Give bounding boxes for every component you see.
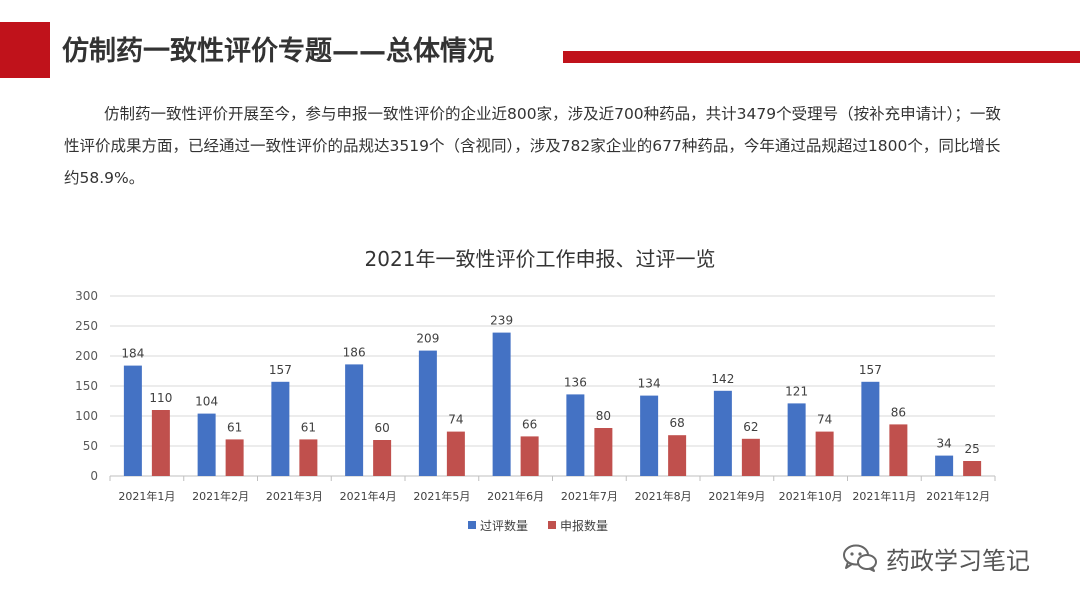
- data-label: 86: [891, 405, 906, 419]
- chart-gridlines: [109, 295, 996, 481]
- chart-bars: [123, 332, 982, 476]
- bar-apply: [225, 439, 244, 476]
- data-label: 136: [564, 375, 587, 389]
- y-tick-label: 300: [75, 289, 98, 303]
- x-category-label: 2021年10月: [779, 489, 843, 503]
- y-tick-label: 150: [75, 379, 98, 393]
- bar-apply: [520, 436, 539, 476]
- bar-pass: [418, 350, 437, 476]
- data-label: 80: [596, 409, 611, 423]
- bar-pass: [861, 381, 880, 476]
- x-category-label: 2021年4月: [340, 489, 397, 503]
- data-label: 157: [269, 363, 292, 377]
- data-label: 61: [301, 420, 316, 434]
- bar-pass: [640, 395, 659, 476]
- y-tick-label: 100: [75, 409, 98, 423]
- legend-swatch: [548, 521, 556, 529]
- x-category-label: 2021年7月: [561, 489, 618, 503]
- bar-pass: [713, 390, 732, 476]
- title-rule: [563, 51, 1080, 63]
- data-label: 110: [149, 391, 172, 405]
- intro-paragraph: 仿制药一致性评价开展至今，参与申报一致性评价的企业近800家，涉及近700种药品…: [64, 105, 1001, 187]
- data-label: 68: [669, 416, 684, 430]
- x-category-label: 2021年1月: [118, 489, 175, 503]
- bar-apply: [963, 461, 982, 476]
- x-category-label: 2021年6月: [487, 489, 544, 503]
- data-label: 74: [817, 413, 832, 427]
- data-label: 121: [785, 384, 808, 398]
- y-tick-label: 0: [90, 469, 98, 483]
- bar-pass: [492, 332, 511, 476]
- watermark: 药政学习笔记: [842, 538, 1030, 578]
- bar-pass: [566, 394, 585, 476]
- bar-pass: [271, 381, 290, 476]
- watermark-text: 药政学习笔记: [886, 546, 1030, 575]
- bar-apply: [741, 438, 760, 476]
- data-label: 209: [416, 332, 439, 346]
- y-tick-label: 50: [83, 439, 98, 453]
- y-tick-label: 250: [75, 319, 98, 333]
- x-category-label: 2021年5月: [413, 489, 470, 503]
- bar-pass: [935, 455, 954, 476]
- title-accent-block: [0, 22, 50, 78]
- data-label: 34: [936, 437, 951, 451]
- data-label: 62: [743, 420, 758, 434]
- x-category-label: 2021年11月: [852, 489, 916, 503]
- chart-labels: 0 50 100 150 200 250 300 2021年1月 184 110 2021年2月 10…: [75, 289, 990, 503]
- data-label: 61: [227, 420, 242, 434]
- legend-label: 申报数量: [560, 518, 608, 533]
- bar-apply: [889, 424, 908, 476]
- x-category-label: 2021年2月: [192, 489, 249, 503]
- y-tick-label: 200: [75, 349, 98, 363]
- bar-apply: [815, 431, 834, 476]
- bar-pass: [123, 365, 142, 476]
- x-category-label: 2021年9月: [708, 489, 765, 503]
- bar-apply: [299, 439, 318, 476]
- bar-apply: [668, 435, 687, 476]
- bar-pass: [787, 403, 806, 476]
- x-category-label: 2021年3月: [266, 489, 323, 503]
- data-label: 186: [343, 345, 366, 359]
- data-label: 66: [522, 417, 537, 431]
- bar-apply: [151, 410, 170, 476]
- data-label: 239: [490, 314, 513, 328]
- bar-apply: [594, 428, 613, 476]
- data-label: 134: [638, 377, 661, 391]
- data-label: 74: [448, 413, 463, 427]
- data-label: 157: [859, 363, 882, 377]
- data-label: 60: [374, 421, 389, 435]
- data-label: 184: [121, 347, 144, 361]
- data-label: 142: [711, 372, 734, 386]
- bar-pass: [197, 413, 216, 476]
- data-label: 104: [195, 395, 218, 409]
- wechat-icon: [843, 544, 877, 572]
- legend-label: 过评数量: [480, 518, 528, 533]
- bar-apply: [446, 431, 465, 476]
- x-category-label: 2021年12月: [926, 489, 990, 503]
- legend-swatch: [468, 521, 476, 529]
- chart-legend: 过评数量 申报数量: [468, 518, 608, 533]
- chart-title: 2021年一致性评价工作申报、过评一览: [365, 247, 716, 271]
- slide-title: 仿制药一致性评价专题——总体情况: [62, 36, 494, 67]
- x-category-label: 2021年8月: [635, 489, 692, 503]
- data-label: 25: [964, 442, 979, 456]
- bar-apply: [373, 440, 392, 476]
- bar-pass: [345, 364, 364, 476]
